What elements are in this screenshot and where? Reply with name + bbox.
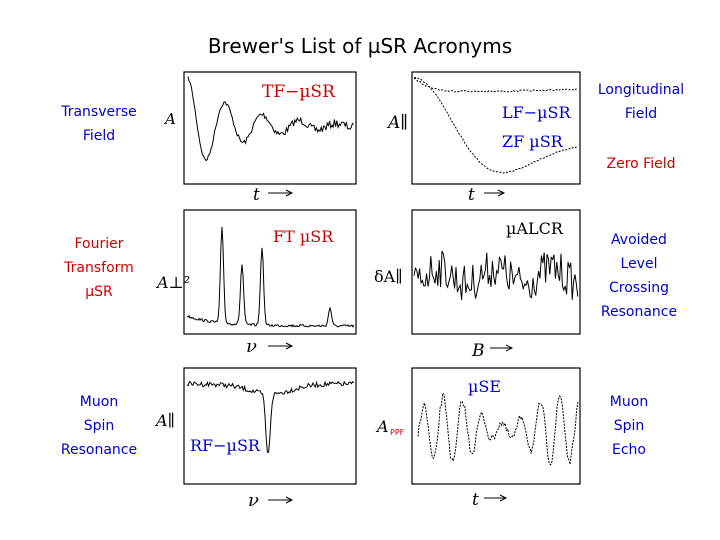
se-echo-curve — [417, 392, 579, 466]
label-lf-line-2: Field — [624, 106, 658, 122]
lf-signal-curve — [414, 78, 578, 93]
zf-signal-curve — [413, 76, 578, 174]
label-transverse-field: Transverse Field — [44, 100, 154, 148]
panel-lf-label: LF−µSR — [502, 103, 571, 122]
panel-alcr-ylabel: δA∥ — [374, 267, 403, 286]
tf-signal-curve — [187, 76, 354, 162]
panel-se-ylabel: A — [375, 417, 389, 436]
panel-ft-ylabel: A⊥² — [155, 273, 190, 292]
panel-ft-frame — [183, 209, 357, 335]
panel-alcr-frame — [411, 209, 581, 335]
label-rf-line-1: Muon — [79, 394, 119, 410]
label-tf-line-2: Field — [82, 128, 116, 144]
label-muon-spin-resonance: Muon Spin Resonance — [44, 390, 154, 462]
label-se-line-1: Muon — [609, 394, 649, 410]
panel-rf-label: RF−µSR — [190, 436, 261, 455]
panel-rf-frame — [183, 367, 357, 485]
panel-lfzf-ylabel: A∥ — [386, 113, 408, 133]
label-tf-line-1: Transverse — [61, 104, 137, 120]
label-zf-line-1: Zero Field — [606, 156, 676, 172]
panel-zf-label: ZF µSR — [502, 132, 564, 151]
ft-spectrum-curve — [186, 226, 355, 328]
panel-rf-xlabel: ν — [248, 490, 259, 511]
label-longitudinal-field: Longitudinal Field — [586, 78, 696, 126]
panel-se-xlabel: t — [472, 490, 479, 510]
label-rf-line-3: Resonance — [60, 442, 138, 458]
panel-se-ylabel-sub: PPF — [390, 428, 405, 437]
page-title: Brewer's List of µSR Acronyms — [207, 34, 513, 58]
panel-tf-ylabel: A — [163, 110, 176, 128]
panel-se-frame — [411, 367, 581, 485]
label-alcr-line-4: Resonance — [600, 304, 678, 320]
panel-ft-label: FT µSR — [273, 227, 334, 246]
label-se-line-2: Spin — [613, 418, 645, 434]
label-zero-field: Zero Field — [586, 152, 696, 176]
panel-tf-label: TF−µSR — [262, 82, 336, 102]
panel-alcr-label: µALCR — [506, 219, 564, 238]
label-ft-line-2: Transform — [64, 260, 134, 276]
label-fourier-transform: Fourier Transform µSR — [44, 232, 154, 304]
panel-lfzf-frame — [411, 71, 581, 185]
rf-resonance-curve — [186, 380, 355, 453]
label-avoided-level-crossing: Avoided Level Crossing Resonance — [584, 228, 694, 324]
panel-lfzf-xlabel: t — [468, 185, 475, 205]
panel-se-label: µSE — [468, 377, 501, 396]
label-ft-line-1: Fourier — [74, 236, 124, 252]
alcr-signal-curve — [413, 250, 579, 301]
label-se-line-3: Echo — [612, 442, 646, 458]
panel-ft-xlabel: ν — [246, 336, 257, 357]
label-ft-line-3: µSR — [85, 284, 113, 300]
label-alcr-line-1: Avoided — [611, 232, 667, 248]
panel-rf-ylabel: A∥ — [154, 411, 175, 430]
label-alcr-line-2: Level — [620, 256, 658, 272]
panel-tf-frame — [183, 71, 357, 185]
panel-tf-xlabel: t — [253, 185, 260, 205]
label-muon-spin-echo: Muon Spin Echo — [574, 390, 684, 462]
label-alcr-line-3: Crossing — [608, 280, 670, 296]
panel-alcr-xlabel: B — [471, 341, 485, 361]
label-lf-line-1: Longitudinal — [597, 82, 685, 98]
label-rf-line-2: Spin — [83, 418, 115, 434]
